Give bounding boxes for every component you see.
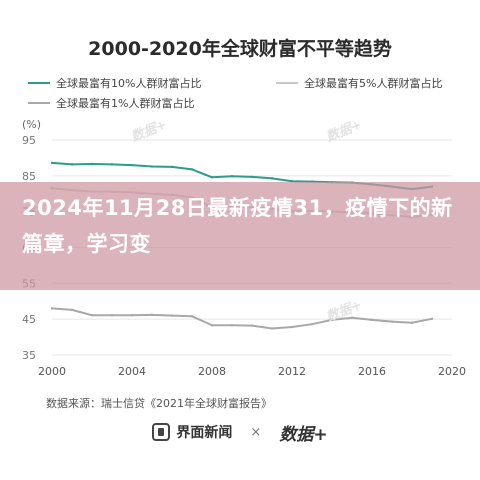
legend-item-top5: 全球最富有5%人群财富占比 xyxy=(276,75,442,91)
x-tick-label-2012: 2012 xyxy=(278,365,306,378)
data-point-s0-2006 xyxy=(170,165,174,169)
data-point-s2-2014 xyxy=(330,318,334,322)
legend-label-top5: 全球最富有5%人群财富占比 xyxy=(304,77,443,90)
data-point-s0-2012 xyxy=(290,180,294,183)
data-point-s0-2000 xyxy=(50,161,54,165)
data-point-s2-2006 xyxy=(170,314,174,317)
x-tick-label-2008: 2008 xyxy=(198,365,226,378)
jiemian-logo-icon xyxy=(152,423,171,441)
x-tick-label-2004: 2004 xyxy=(118,365,146,378)
data-point-s2-2016 xyxy=(370,318,374,322)
data-point-s2-2011 xyxy=(270,327,274,330)
y-tick-label-45: 45 xyxy=(22,313,36,326)
data-point-s2-2013 xyxy=(310,322,314,326)
x-tick-label-2016: 2016 xyxy=(358,365,386,378)
data-point-s0-2008 xyxy=(210,176,214,179)
series-line-2 xyxy=(51,307,433,330)
data-point-s2-2010 xyxy=(250,324,254,327)
y-tick-label-95: 95 xyxy=(22,134,36,147)
brand-separator: × xyxy=(250,424,262,440)
data-point-s0-2002 xyxy=(90,162,94,166)
y-axis-unit: (%) xyxy=(22,118,41,131)
data-point-s2-2003 xyxy=(110,314,114,317)
data-point-s0-2009 xyxy=(230,174,234,178)
data-point-s2-2000 xyxy=(50,307,54,310)
data-point-s2-2001 xyxy=(70,308,74,312)
data-point-s0-2003 xyxy=(110,163,114,166)
headline-overlay[interactable]: 2024年11月28日最新疫情31，疫情下的新篇章，学习变 xyxy=(0,182,480,290)
footer-brands: 界面新闻 × 数据+ xyxy=(0,412,480,452)
brand-right: 数据+ xyxy=(279,424,328,445)
legend-swatch-top10 xyxy=(28,82,50,84)
data-point-s2-2005 xyxy=(150,313,154,317)
data-point-s0-2001 xyxy=(70,163,74,166)
legend-item-top10: 全球最富有10%人群财富占比 xyxy=(28,75,201,91)
x-tick-label-2020: 2020 xyxy=(438,365,466,378)
data-point-s2-2009 xyxy=(230,324,234,327)
data-point-s2-2017 xyxy=(390,320,394,323)
data-point-s2-2012 xyxy=(290,325,294,329)
legend-swatch-top5 xyxy=(276,82,298,84)
data-point-s2-2007 xyxy=(190,315,194,318)
data-point-s0-2010 xyxy=(250,175,254,179)
data-point-s2-2004 xyxy=(130,314,134,317)
headline-text: 2024年11月28日最新疫情31，疫情下的新篇章，学习变 xyxy=(22,196,453,256)
data-point-s2-2015 xyxy=(350,316,354,319)
y-tick-label-85: 85 xyxy=(22,170,36,183)
source-note: 数据来源：瑞士信贷《2021年全球财富报告》 xyxy=(46,397,272,410)
y-tick-label-35: 35 xyxy=(22,349,36,362)
brand-left: 界面新闻 xyxy=(152,422,232,442)
data-point-s0-2011 xyxy=(270,177,274,180)
data-point-s0-2007 xyxy=(190,168,194,171)
data-point-s0-2005 xyxy=(150,165,154,168)
data-point-s0-2004 xyxy=(130,163,134,167)
legend-label-top1: 全球最富有1%人群财富占比 xyxy=(56,97,195,110)
x-tick-label-2000: 2000 xyxy=(38,365,66,378)
chart-title: 2000-2020年全球财富不平等趋势 xyxy=(88,38,392,60)
legend-label-top10: 全球最富有10%人群财富占比 xyxy=(56,77,202,90)
data-point-s2-2008 xyxy=(210,324,214,327)
data-point-s2-2019 xyxy=(430,317,434,321)
legend-item-top1: 全球最富有1%人群财富占比 xyxy=(28,95,194,111)
legend-swatch-top1 xyxy=(28,102,50,104)
brand-left-label: 界面新闻 xyxy=(176,425,233,441)
data-point-s2-2018 xyxy=(410,321,414,324)
data-point-s2-2002 xyxy=(90,314,94,317)
